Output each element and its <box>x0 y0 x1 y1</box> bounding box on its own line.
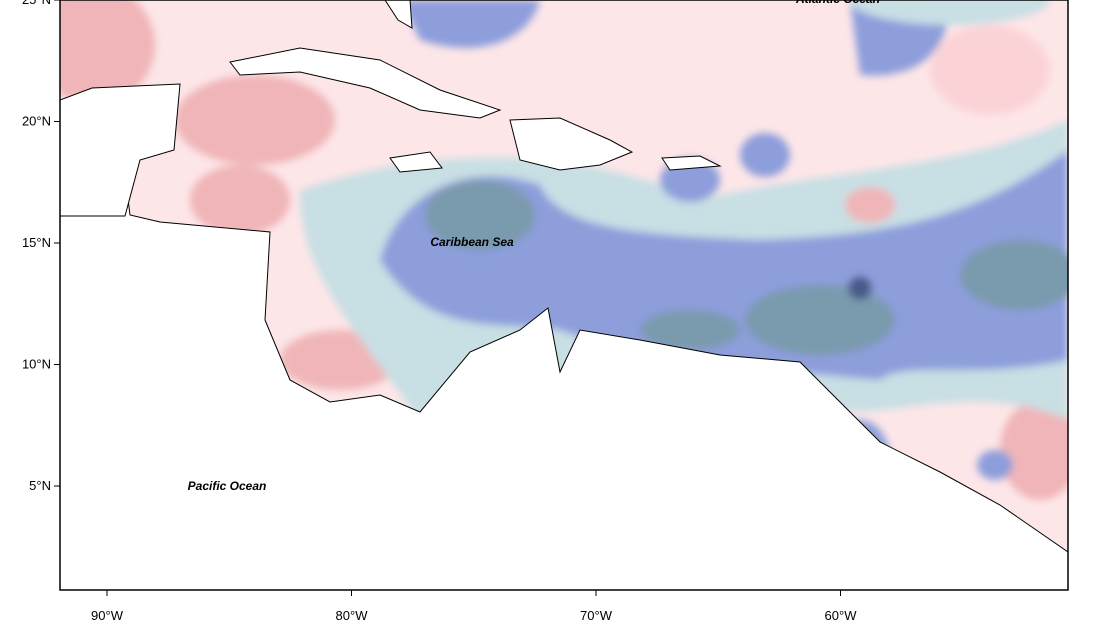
land <box>389 151 443 173</box>
land <box>60 159 1068 590</box>
lat-label: 15°N <box>22 235 51 250</box>
anomaly-field <box>60 0 1068 590</box>
place-label: Pacific Ocean <box>188 479 267 493</box>
lat-label: 25°N <box>22 0 51 7</box>
land <box>661 155 722 171</box>
land <box>60 83 181 217</box>
map-frame <box>59 0 1069 591</box>
land <box>509 117 634 171</box>
lat-label: 10°N <box>22 357 51 372</box>
lon-label: 70°W <box>580 608 613 623</box>
lon-label: 90°W <box>91 608 124 623</box>
place-label: Atlantic Ocean <box>795 0 880 6</box>
lon-label: 60°W <box>825 608 858 623</box>
labels: 25°N 20°N 15°N 10°N 5°N 90°W 80°W 70°W 60°W Atlan… <box>22 0 880 623</box>
lat-label: 20°N <box>22 114 51 129</box>
lat-label: 5°N <box>29 478 51 493</box>
lon-label: 80°W <box>336 608 369 623</box>
land <box>229 47 502 119</box>
place-label: Caribbean Sea <box>430 235 514 249</box>
land <box>384 0 413 29</box>
